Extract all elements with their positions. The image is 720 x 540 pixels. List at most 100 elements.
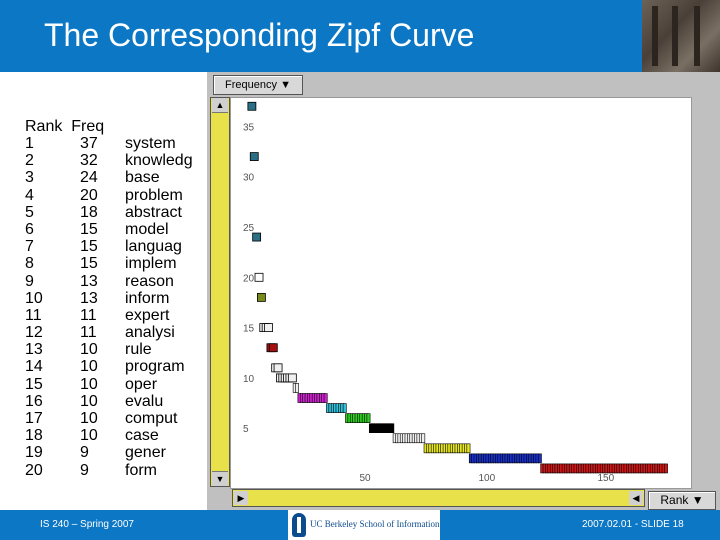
rank-cell: 12 xyxy=(25,324,43,342)
data-point xyxy=(287,373,297,383)
freq-cell: 13 xyxy=(80,289,98,307)
rank-cell: 20 xyxy=(25,461,43,479)
y-tick-label: 25 xyxy=(243,223,255,234)
rank-cell: 5 xyxy=(25,203,34,221)
freq-cell: 11 xyxy=(80,324,97,342)
freq-cell: 10 xyxy=(80,375,98,393)
scroll-down-icon[interactable]: ▼ xyxy=(212,471,228,486)
rank-cell: 10 xyxy=(25,289,43,307)
data-point xyxy=(295,383,300,393)
data-point xyxy=(273,363,283,373)
freq-cell: 10 xyxy=(80,341,98,359)
freq-cell: 15 xyxy=(80,220,98,238)
y-tick-label: 30 xyxy=(243,173,255,184)
term-cell: evalu xyxy=(125,392,164,410)
rank-cell: 18 xyxy=(25,427,43,445)
term-cell: model xyxy=(125,220,169,238)
term-cell: base xyxy=(125,169,160,187)
freq-cell: 15 xyxy=(80,255,98,273)
rank-cell: 16 xyxy=(25,392,43,410)
freq-cell: 9 xyxy=(80,444,89,462)
y-tick-label: 5 xyxy=(243,424,249,435)
data-point xyxy=(254,272,264,282)
freq-cell: 18 xyxy=(80,203,98,221)
table-header: Rank Freq xyxy=(25,118,104,136)
rank-cell: 1 xyxy=(25,135,34,152)
rank-cell: 19 xyxy=(25,444,43,462)
freq-cell: 20 xyxy=(80,186,98,204)
data-point xyxy=(366,413,371,423)
freq-cell: 13 xyxy=(80,272,98,290)
horizontal-scrollbar[interactable]: ▶ ◀ xyxy=(232,489,645,507)
term-cell: abstract xyxy=(125,203,182,221)
data-point xyxy=(264,323,273,333)
rank-cell: 8 xyxy=(25,255,34,273)
data-point xyxy=(249,152,259,161)
photo-detail xyxy=(672,6,678,66)
term-cell: knowledg xyxy=(125,152,193,170)
logo-mark-icon xyxy=(292,513,306,537)
y-tick-label: 15 xyxy=(243,324,255,335)
y-axis-selector[interactable]: Frequency ▼ xyxy=(213,75,303,95)
term-cell: system xyxy=(125,135,176,152)
data-point xyxy=(268,343,278,353)
school-logo: UC Berkeley School of Information xyxy=(288,510,440,540)
data-point xyxy=(537,453,542,464)
scroll-right-icon[interactable]: ◀ xyxy=(629,491,643,505)
slide-number: 2007.02.01 - SLIDE 18 xyxy=(582,519,684,530)
y-tick-label: 10 xyxy=(243,374,255,385)
freq-cell: 10 xyxy=(80,427,98,445)
freq-cell: 32 xyxy=(80,152,98,170)
freq-cell: 10 xyxy=(80,392,98,410)
term-cell: analysi xyxy=(125,324,175,342)
x-axis-selector-label: Rank xyxy=(660,493,689,507)
course-label: IS 240 – Spring 2007 xyxy=(40,519,134,530)
term-cell: reason xyxy=(125,272,174,290)
rank-cell: 11 xyxy=(25,306,42,324)
scroll-up-icon[interactable]: ▲ xyxy=(212,98,228,113)
freq-cell: 9 xyxy=(80,461,89,479)
rank-header: Rank xyxy=(25,118,63,135)
term-cell: form xyxy=(125,461,157,479)
data-point xyxy=(664,463,668,474)
data-point xyxy=(466,443,471,454)
freq-cell: 10 xyxy=(80,358,98,376)
chevron-down-icon: ▼ xyxy=(691,493,704,507)
rank-cell: 9 xyxy=(25,272,34,290)
term-cell: problem xyxy=(125,186,183,204)
rank-cell: 13 xyxy=(25,341,43,359)
rank-cell: 6 xyxy=(25,220,34,238)
x-axis-selector[interactable]: Rank ▼ xyxy=(648,491,716,510)
x-tick-label: 150 xyxy=(598,473,615,484)
rank-cell: 15 xyxy=(25,375,43,393)
freq-header: Freq xyxy=(71,118,105,135)
data-point xyxy=(342,403,347,413)
campus-photo xyxy=(642,0,720,72)
data-point xyxy=(323,393,328,403)
term-cell: case xyxy=(125,427,159,445)
freq-cell: 10 xyxy=(80,410,98,427)
term-cell: program xyxy=(125,358,185,376)
data-point xyxy=(247,101,257,111)
y-axis-selector-label: Frequency xyxy=(225,79,278,91)
rank-cell: 17 xyxy=(25,410,43,427)
vertical-scrollbar[interactable]: ▲ ▼ xyxy=(210,97,230,487)
term-cell: oper xyxy=(125,375,158,393)
data-point xyxy=(421,433,426,444)
term-cell: comput xyxy=(125,410,178,427)
freq-cell: 37 xyxy=(80,135,98,152)
term-cell: rule xyxy=(125,341,152,359)
data-point xyxy=(256,293,266,302)
term-cell: inform xyxy=(125,289,170,307)
photo-detail xyxy=(694,6,700,66)
logo-text: UC Berkeley School of Information xyxy=(310,519,440,529)
rank-cell: 2 xyxy=(25,152,34,170)
rank-cell: 3 xyxy=(25,169,34,187)
slide-title: The Corresponding Zipf Curve xyxy=(44,17,475,53)
rank-cell: 7 xyxy=(25,238,34,256)
title-bar xyxy=(0,0,720,72)
data-point xyxy=(252,232,262,242)
scroll-left-icon[interactable]: ▶ xyxy=(234,491,248,505)
rank-cell: 14 xyxy=(25,358,43,376)
